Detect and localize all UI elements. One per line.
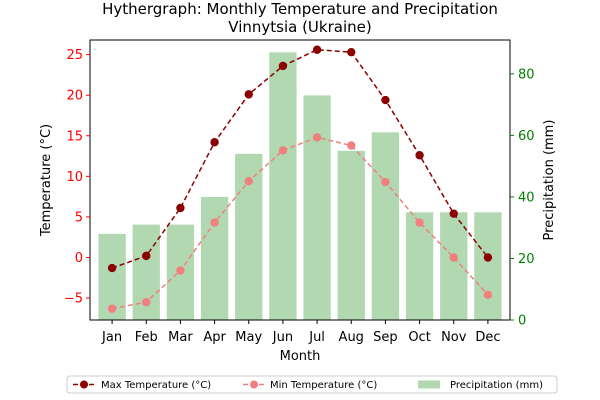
series-point-0	[449, 209, 458, 218]
x-axis-label: Month	[280, 349, 321, 364]
series-line-0	[111, 48, 489, 269]
legend-swatch-marker-0	[80, 380, 88, 389]
x-tick-label: Jun	[272, 330, 293, 345]
left-y-tick-label: 10	[66, 170, 83, 185]
left-y-tick-label: −5	[64, 292, 83, 307]
series-point-0	[415, 151, 424, 160]
precipitation-bar	[303, 95, 331, 320]
x-tick-label: Jul	[308, 330, 325, 345]
left-y-tick-label: 15	[66, 129, 83, 144]
legend-swatch-marker-1	[250, 380, 258, 389]
series-point-1	[312, 133, 322, 142]
legend-label-0: Max Temperature (°C)	[101, 380, 211, 391]
x-tick-label: Nov	[441, 330, 467, 345]
right-y-tick-label: 20	[518, 252, 535, 267]
left-y-tick-label: 25	[66, 48, 83, 63]
right-y-tick-label: 40	[518, 190, 535, 205]
right-y-tick-label: 60	[518, 129, 535, 144]
series-point-1	[244, 177, 253, 186]
legend: Max Temperature (°C) Min Temperature (°C)…	[66, 375, 558, 394]
x-tick-label: Mar	[168, 330, 193, 345]
series-point-1	[347, 141, 356, 150]
series-point-0	[381, 95, 390, 105]
right-y-tick-label: 80	[518, 67, 535, 82]
x-tick-label: Sep	[373, 330, 398, 345]
x-tick-label: Feb	[135, 330, 158, 345]
left-y-tick-label: 20	[66, 89, 83, 104]
series-line-1	[111, 136, 489, 310]
series-point-0	[278, 61, 288, 71]
plot-frame	[89, 39, 511, 321]
series-point-1	[176, 266, 185, 275]
series-point-1	[381, 177, 390, 187]
chart-title-line2: Vinnytsia (Ukraine)	[228, 18, 371, 36]
precipitation-bar	[474, 212, 502, 320]
right-axis-label: Precipitation (mm)	[542, 120, 557, 241]
left-y-tick-label: 0	[75, 251, 83, 266]
precipitation-bar	[337, 150, 365, 320]
chart-title-line1: Hythergraph: Monthly Temperature and Pre…	[102, 0, 498, 18]
series-point-1	[415, 218, 424, 227]
series-point-1	[210, 218, 219, 227]
legend-swatch-precipitation	[418, 380, 440, 389]
left-axis-label: Temperature (°C)	[39, 124, 54, 237]
right-y-tick-label: 0	[518, 314, 526, 329]
x-tick-label: Dec	[475, 330, 500, 345]
x-tick-label: May	[235, 330, 262, 345]
series-point-1	[449, 253, 458, 262]
legend-label-2: Precipitation (mm)	[450, 380, 543, 391]
series-point-1	[278, 146, 288, 155]
left-y-tick-label: 5	[75, 210, 83, 225]
x-tick-label: Jan	[101, 330, 122, 345]
series-point-0	[176, 203, 185, 213]
series-point-0	[210, 138, 219, 147]
series-point-0	[244, 90, 253, 99]
series-point-0	[142, 251, 151, 261]
series-point-1	[142, 297, 151, 307]
x-tick-label: Apr	[203, 330, 226, 345]
series-point-0	[347, 47, 356, 57]
x-tick-label: Aug	[339, 330, 364, 345]
precipitation-bar	[405, 212, 434, 320]
legend-label-1: Min Temperature (°C)	[270, 380, 377, 391]
precipitation-bar	[200, 196, 229, 320]
series-point-1	[107, 304, 117, 313]
series-point-0	[107, 263, 117, 273]
series-point-0	[312, 45, 322, 54]
series-point-0	[483, 253, 493, 262]
precipitation-bar	[371, 132, 400, 320]
legend-frame	[66, 375, 558, 394]
x-tick-label: Oct	[408, 330, 430, 345]
precipitation-bar	[440, 212, 468, 320]
precipitation-bar	[269, 52, 297, 321]
series-point-1	[483, 290, 493, 300]
